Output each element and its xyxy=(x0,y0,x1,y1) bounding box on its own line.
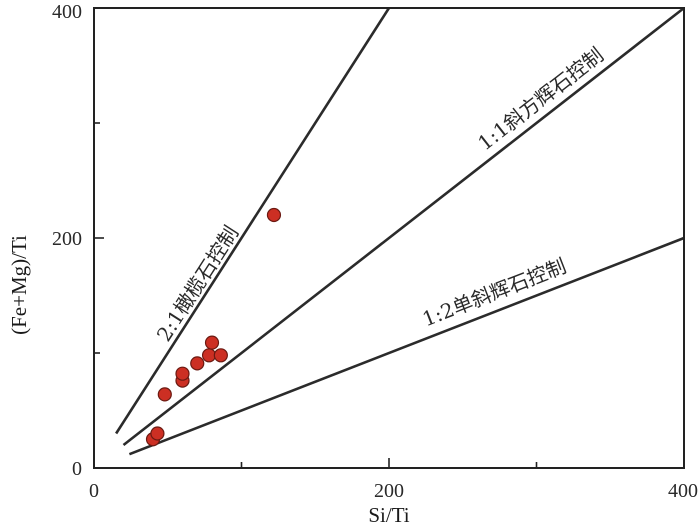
y-tick-label: 0 xyxy=(72,458,82,480)
control-line xyxy=(122,6,685,447)
x-tick-label: 400 xyxy=(668,480,698,502)
data-point xyxy=(150,426,165,441)
y-tick-label: 400 xyxy=(52,1,82,23)
data-points xyxy=(145,207,282,447)
plot-frame xyxy=(93,7,685,469)
control-line-label: 2:1橄榄石控制 xyxy=(152,221,244,345)
control-line xyxy=(115,7,391,435)
data-point xyxy=(175,366,190,381)
control-line xyxy=(128,236,685,456)
y-tick-label: 200 xyxy=(52,228,82,250)
control-lines xyxy=(115,6,685,456)
tick-labels: 0 200 400 0 200 400 xyxy=(52,1,698,502)
data-point xyxy=(201,348,217,363)
data-point xyxy=(190,356,205,371)
control-line-label: 1:1斜方辉石控制 xyxy=(473,43,608,156)
x-axis-label: Si/Ti xyxy=(368,503,409,527)
x-tick-label: 200 xyxy=(374,480,404,502)
data-point xyxy=(266,207,282,223)
data-point xyxy=(213,348,228,363)
data-point xyxy=(204,335,220,350)
x-tick-label: 0 xyxy=(89,480,99,502)
y-axis-label: (Fe+Mg)/Ti xyxy=(7,235,31,335)
data-point xyxy=(157,387,172,402)
